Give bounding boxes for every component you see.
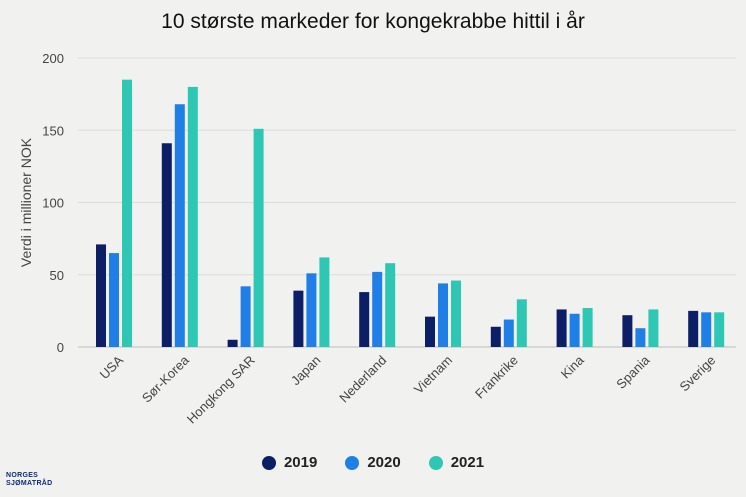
bar-2019-usa: [96, 244, 106, 347]
legend-label-2021: 2021: [450, 454, 485, 471]
y-axis-label: Verdi i millioner NOK: [18, 137, 34, 267]
bar-2020-kina: [569, 313, 580, 347]
x-tick-label: Japan: [288, 353, 324, 389]
x-tick-label: Kina: [558, 352, 588, 382]
y-tick-label: 100: [42, 196, 64, 211]
legend-label-2019: 2019: [283, 454, 318, 471]
y-tick-label: 50: [50, 268, 64, 283]
bar-2020-nederland: [372, 271, 383, 347]
bar-2021-frankrike: [516, 299, 527, 347]
legend-item-2021[interactable]: 2021: [428, 454, 485, 471]
bar-2021-spania: [648, 309, 659, 347]
bar-2021-japan: [319, 257, 330, 347]
bar-2020-frankrike: [503, 319, 514, 347]
x-tick-label: Frankrike: [472, 353, 521, 402]
bar-2019-kina: [556, 309, 567, 347]
y-tick-label: 200: [42, 51, 64, 66]
bar-2019-japan: [293, 290, 304, 347]
legend-item-2019[interactable]: 2019: [261, 454, 318, 471]
y-tick-label: 150: [42, 123, 64, 138]
bar-2020-vietnam: [438, 283, 448, 347]
x-tick-label: USA: [97, 352, 127, 382]
x-tick-label: Sverige: [677, 353, 719, 395]
bar-2019-nederland: [359, 292, 370, 347]
bar-2021-vietnam: [451, 280, 461, 347]
bar-2019-vietnam: [425, 316, 435, 347]
bar-2021-usa: [122, 79, 132, 348]
bar-2021-kina: [582, 307, 593, 347]
bar-2020-spania: [635, 328, 646, 347]
bar-2020-sverige: [701, 312, 712, 347]
legend-item-2020[interactable]: 2020: [345, 454, 401, 471]
norges-sjomatrad-logo: NORGES SJØMATRÅD: [6, 472, 53, 488]
bar-chart: 0 50 100 150 200 Verdi i millioner NOK USA Sør-…: [18, 51, 736, 427]
x-tick-label: Sør-Korea: [139, 352, 193, 406]
bar-2020-hongkong-sar: [240, 286, 251, 347]
x-tick-label: Hongkong SAR: [184, 353, 258, 427]
bar-2019-sverige: [688, 310, 699, 347]
logo-line-2: SJØMATRÅD: [6, 480, 53, 487]
logo-line-1: NORGES: [6, 472, 39, 479]
bar-2019-frankrike: [490, 326, 501, 347]
x-tick-label: Spania: [613, 352, 653, 392]
bar-2020-japan: [306, 273, 317, 347]
legend: 2019 2020 2021: [0, 454, 746, 471]
x-tick-label: Nederland: [336, 353, 389, 406]
legend-swatch-2021: [428, 455, 443, 470]
bar-2019-spania: [622, 315, 633, 347]
legend-swatch-2019: [261, 455, 276, 470]
bar-2019-hongkong-sar: [227, 339, 238, 347]
bar-2021-sør-korea: [187, 86, 198, 348]
bar-2020-usa: [109, 253, 119, 347]
legend-swatch-2020: [345, 455, 360, 470]
bar-2020-sør-korea: [174, 104, 185, 348]
bar-2019-sør-korea: [161, 143, 172, 347]
bar-2021-nederland: [385, 263, 396, 347]
x-tick-label: Vietnam: [411, 353, 455, 397]
legend-label-2020: 2020: [367, 454, 401, 471]
y-tick-label: 0: [57, 340, 64, 355]
chart-title: 10 største markeder for kongekrabbe hitt…: [161, 10, 585, 33]
bar-2021-sverige: [714, 312, 725, 347]
bar-2021-hongkong-sar: [253, 128, 264, 347]
